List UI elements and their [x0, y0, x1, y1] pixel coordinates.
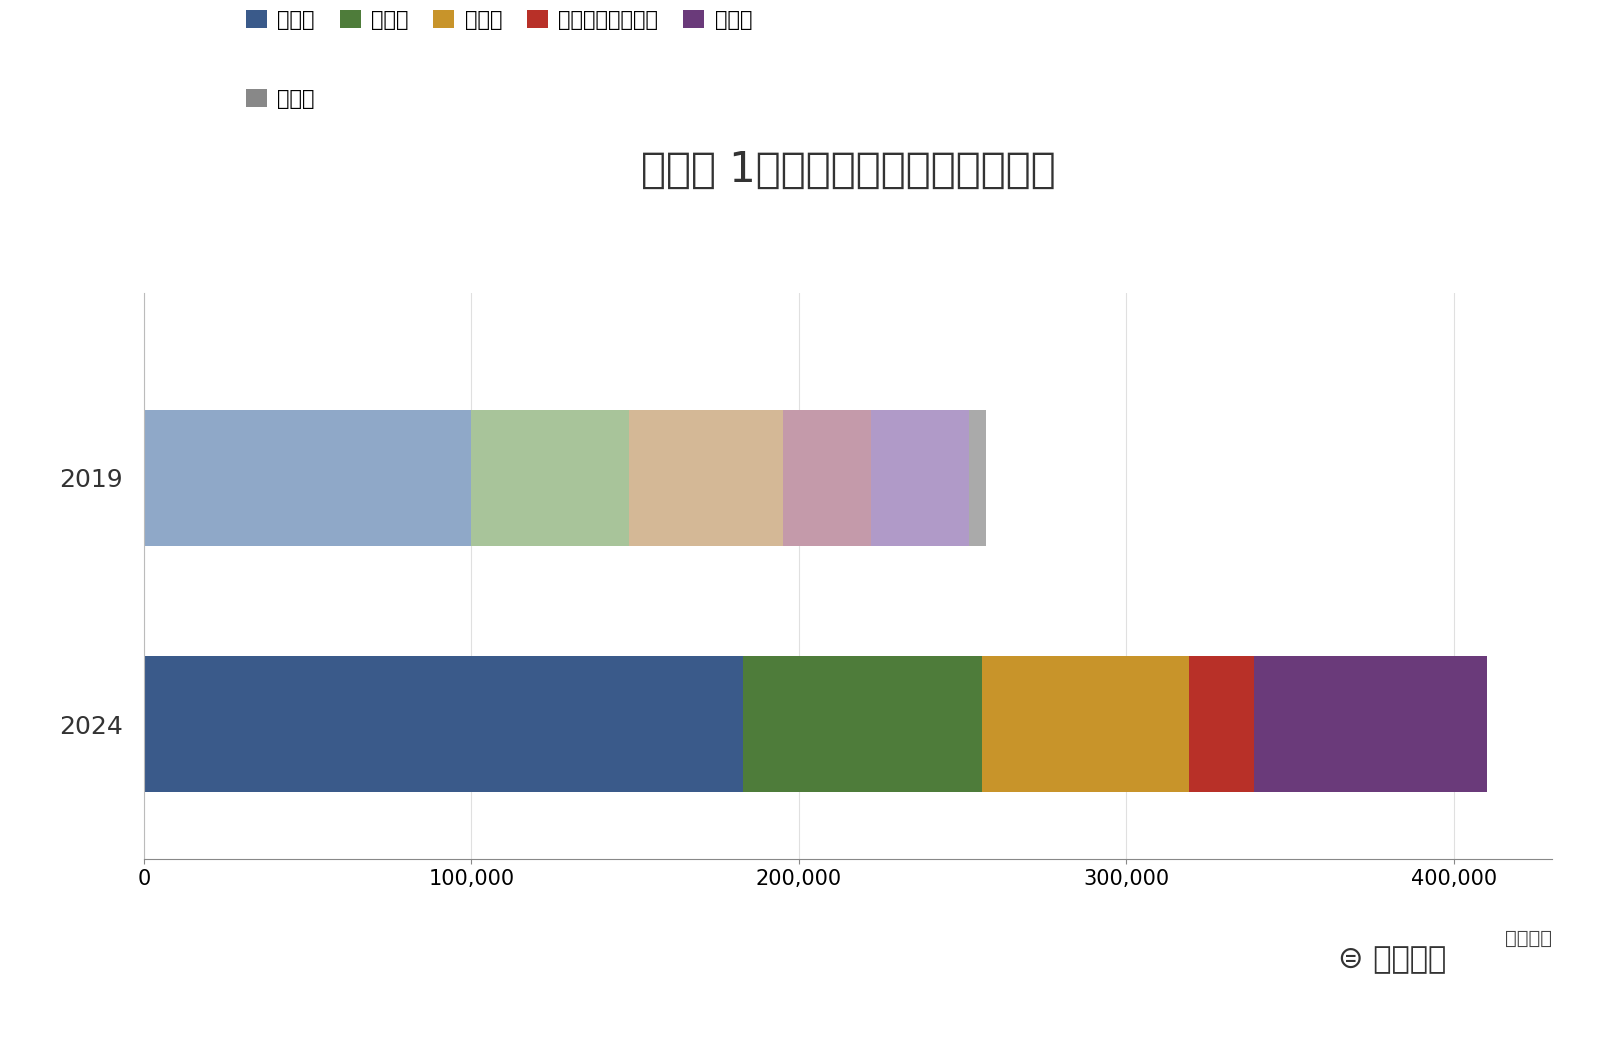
- Bar: [870, 411, 970, 546]
- Bar: [1189, 656, 1254, 791]
- Bar: [472, 411, 629, 546]
- Legend: その他: その他: [246, 89, 315, 109]
- Title: 費目別 1人あたり訪日豪州人消費額: 費目別 1人あたり訪日豪州人消費額: [640, 149, 1056, 192]
- Bar: [982, 656, 1189, 791]
- Bar: [629, 411, 782, 546]
- Bar: [970, 411, 986, 546]
- Bar: [782, 411, 870, 546]
- Bar: [1254, 656, 1486, 791]
- Bar: [144, 656, 744, 791]
- Text: ⊜ 訪日ラボ: ⊜ 訪日ラボ: [1338, 945, 1446, 975]
- Bar: [744, 656, 982, 791]
- Bar: [144, 411, 472, 546]
- Text: （万円）: （万円）: [1506, 929, 1552, 947]
